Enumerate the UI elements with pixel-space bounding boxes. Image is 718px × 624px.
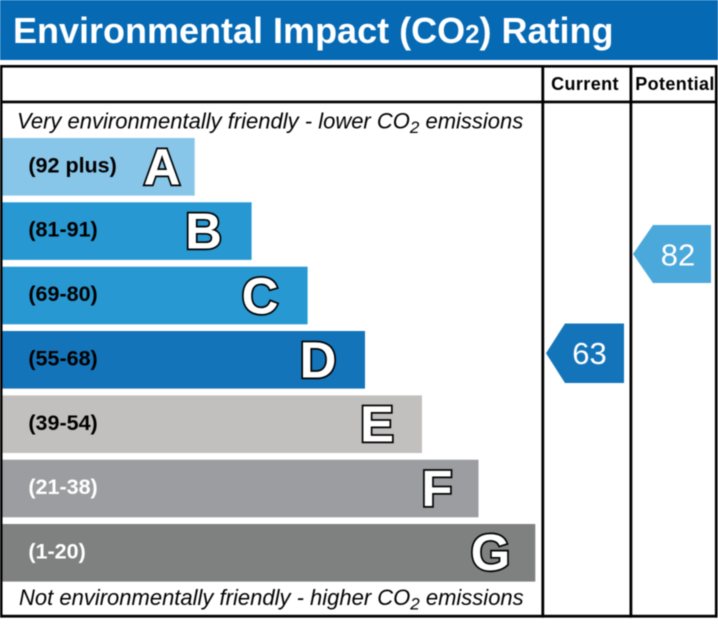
svg-text:63: 63 xyxy=(572,336,606,371)
svg-text:(55-68): (55-68) xyxy=(28,346,97,370)
svg-text:(81-91): (81-91) xyxy=(28,218,97,242)
svg-text:Environmental Impact (CO2) Rat: Environmental Impact (CO2) Rating xyxy=(13,10,614,51)
svg-text:(21-38): (21-38) xyxy=(28,475,97,499)
svg-text:(69-80): (69-80) xyxy=(28,282,97,306)
svg-text:(1-20): (1-20) xyxy=(28,539,85,563)
svg-text:B: B xyxy=(185,203,222,260)
svg-text:(39-54): (39-54) xyxy=(28,411,97,435)
svg-text:Potential: Potential xyxy=(635,74,715,94)
svg-text:Current: Current xyxy=(551,74,619,94)
svg-text:D: D xyxy=(300,332,337,389)
svg-text:Not environmentally friendly -: Not environmentally friendly - higher CO… xyxy=(19,585,524,614)
svg-text:A: A xyxy=(144,138,181,195)
svg-text:C: C xyxy=(242,267,279,324)
svg-text:E: E xyxy=(360,396,394,453)
svg-text:Very environmentally friendly: Very environmentally friendly - lower CO… xyxy=(17,109,523,138)
svg-text:82: 82 xyxy=(661,237,695,272)
svg-text:G: G xyxy=(471,524,511,581)
svg-text:(92 plus): (92 plus) xyxy=(28,153,116,177)
svg-text:F: F xyxy=(421,460,452,517)
